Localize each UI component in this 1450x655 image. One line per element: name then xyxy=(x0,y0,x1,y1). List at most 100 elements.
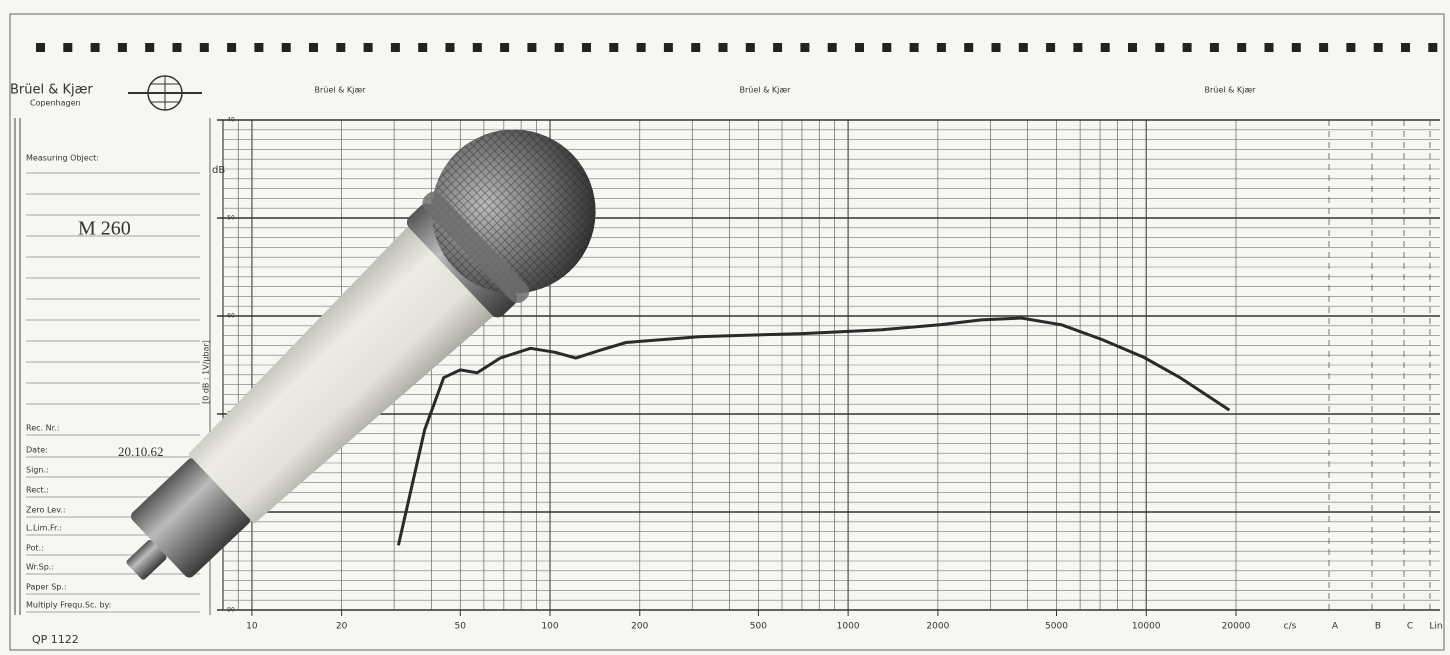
city: Copenhagen xyxy=(30,99,81,108)
sprocket-hole xyxy=(445,43,455,52)
x-tick-label: 500 xyxy=(750,622,767,632)
sprocket-hole xyxy=(1128,43,1137,52)
form-field-label: Paper Sp.: xyxy=(26,583,67,592)
form-fields: Rec. Nr.: Date: Sign.: Rect.: Zero Lev.: L.Li… xyxy=(26,172,200,613)
y-axis-label: [0 dB : 1V/μbar] xyxy=(202,340,211,404)
sprocket-hole xyxy=(909,43,919,52)
sprocket-hole xyxy=(117,43,127,52)
microphone-photo xyxy=(126,129,596,580)
sprocket-hole xyxy=(1155,43,1165,52)
x-tick-label: 100 xyxy=(541,622,558,632)
response-curve xyxy=(396,316,1231,546)
sprocket-hole xyxy=(1046,43,1056,52)
form-field-label: Multiply Frequ.Sc. by: xyxy=(26,601,111,610)
sprocket-hole xyxy=(609,43,619,52)
sprocket-hole xyxy=(527,43,537,52)
y-tick-label: -40 xyxy=(225,117,235,124)
sprocket-hole xyxy=(745,43,755,52)
sprocket-hole xyxy=(1373,43,1383,52)
sprocket-hole xyxy=(336,43,346,52)
sprocket-hole xyxy=(172,43,182,52)
sprocket-hole xyxy=(1182,43,1192,52)
header-brand: Brüel & Kjær xyxy=(1205,86,1257,95)
sprocket-hole xyxy=(1100,43,1110,52)
header-brand: Brüel & Kjær xyxy=(315,86,367,95)
sprocket-hole xyxy=(1073,43,1083,52)
x-tick-label: 10 xyxy=(246,622,258,632)
header-brand: Brüel & Kjær xyxy=(740,86,792,95)
sprocket-hole xyxy=(1428,43,1438,52)
sprocket-hole xyxy=(718,43,728,52)
sprocket-hole xyxy=(663,43,673,52)
sprocket-hole xyxy=(800,43,810,52)
measuring-object: M 260 xyxy=(78,218,131,240)
sprocket-hole xyxy=(1319,43,1329,52)
sprocket-hole xyxy=(390,43,400,52)
sprocket-hole xyxy=(418,43,428,52)
form-field-label: Rect.: xyxy=(26,486,49,495)
x-tick-label: 200 xyxy=(631,622,648,632)
sprocket-hole xyxy=(1018,43,1028,52)
sprocket-hole xyxy=(855,43,864,52)
column-label: A xyxy=(1332,622,1339,632)
x-tick-label: 10000 xyxy=(1132,622,1161,632)
sprocket-hole xyxy=(691,43,701,52)
sprocket-hole xyxy=(554,43,564,52)
form-field-label: L.Lim.Fr.: xyxy=(26,524,62,533)
brand: Brüel & Kjær xyxy=(10,83,93,98)
sprocket-row xyxy=(36,43,1438,52)
x-tick-label: 20 xyxy=(336,622,348,632)
form-number: QP 1122 xyxy=(32,633,79,646)
y-tick-label: -90 xyxy=(225,607,235,614)
sprocket-hole xyxy=(363,43,373,52)
sprocket-hole xyxy=(145,43,155,52)
x-tick-label: 1000 xyxy=(837,622,860,632)
sprocket-hole xyxy=(636,43,646,52)
x-tick-label: 20000 xyxy=(1222,622,1251,632)
x-tick-label: 5000 xyxy=(1045,622,1068,632)
frame xyxy=(9,13,1445,651)
x-tick-label: 2000 xyxy=(926,622,949,632)
form-field-label: Zero Lev.: xyxy=(26,506,66,515)
form-field-label: Rec. Nr.: xyxy=(26,424,59,433)
sprocket-hole xyxy=(827,43,837,52)
sprocket-hole xyxy=(1346,43,1356,52)
column-label: c/s xyxy=(1284,622,1297,632)
y-unit: dB xyxy=(212,165,225,176)
sprocket-hole xyxy=(199,43,209,52)
sprocket-hole xyxy=(964,43,974,52)
sprocket-hole xyxy=(63,43,73,52)
sprocket-hole xyxy=(1291,43,1301,52)
sprocket-hole xyxy=(1237,43,1247,52)
sprocket-hole xyxy=(882,43,892,52)
sprocket-hole xyxy=(500,43,510,52)
form-field-label: Pot.: xyxy=(26,544,44,553)
sprocket-hole xyxy=(773,43,783,52)
y-tick-label: -50 xyxy=(225,215,235,222)
form-field-label: Sign.: xyxy=(26,466,49,475)
date-value: 20.10.62 xyxy=(118,444,164,459)
sprocket-hole xyxy=(90,43,100,52)
form-field-label: Wr.Sp.: xyxy=(26,563,54,572)
sprocket-hole xyxy=(281,43,291,52)
form-label: Measuring Object: xyxy=(26,154,99,163)
sprocket-hole xyxy=(1401,43,1410,52)
brand-logo xyxy=(128,75,202,111)
sprocket-hole xyxy=(1209,43,1219,52)
column-label: B xyxy=(1375,622,1381,632)
form-field-label: Date: xyxy=(26,446,48,455)
y-tick-label: -60 xyxy=(225,313,235,320)
column-label: Lin xyxy=(1429,622,1442,632)
sprocket-hole xyxy=(1264,43,1274,52)
sprocket-hole xyxy=(254,43,264,52)
sprocket-hole xyxy=(36,43,45,52)
sprocket-hole xyxy=(991,43,1001,52)
column-label: C xyxy=(1407,622,1413,632)
sprocket-hole xyxy=(582,43,591,52)
sprocket-hole xyxy=(472,43,482,52)
sprocket-hole xyxy=(309,43,318,52)
x-tick-label: 50 xyxy=(455,622,467,632)
